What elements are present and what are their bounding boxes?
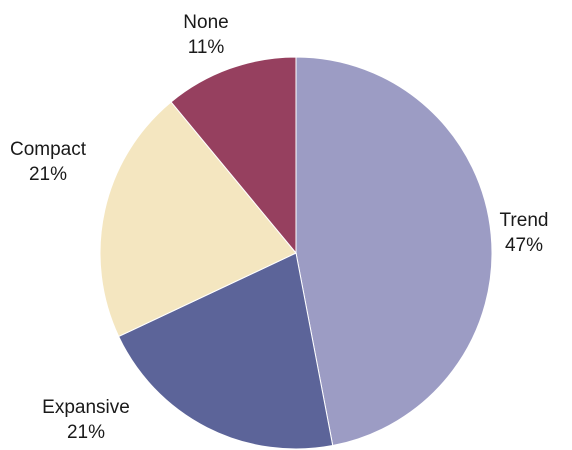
pie-label-none: None 11% xyxy=(183,12,228,58)
pie-slice-trend xyxy=(295,56,493,447)
slice-name-label: Compact xyxy=(10,139,87,160)
pie-labels: Trend 47% Expansive 21% Compact 21% None 11% xyxy=(10,12,548,443)
pie-label-expansive: Expansive 21% xyxy=(42,397,130,443)
pie-slices xyxy=(99,56,493,450)
pie-slice-expansive xyxy=(117,252,334,450)
slice-name-label: None xyxy=(183,12,228,33)
slice-percent-label: 21% xyxy=(67,422,105,443)
pie-label-trend: Trend 47% xyxy=(500,210,549,256)
slice-name-label: Expansive xyxy=(42,397,130,418)
pie-slice-none xyxy=(170,56,297,255)
pie-label-compact: Compact 21% xyxy=(10,139,87,185)
slice-percent-label: 11% xyxy=(188,37,225,58)
slice-percent-label: 47% xyxy=(505,235,543,256)
pie-slice-compact xyxy=(99,101,297,338)
slice-name-label: Trend xyxy=(500,210,549,231)
slice-percent-label: 21% xyxy=(29,164,67,185)
